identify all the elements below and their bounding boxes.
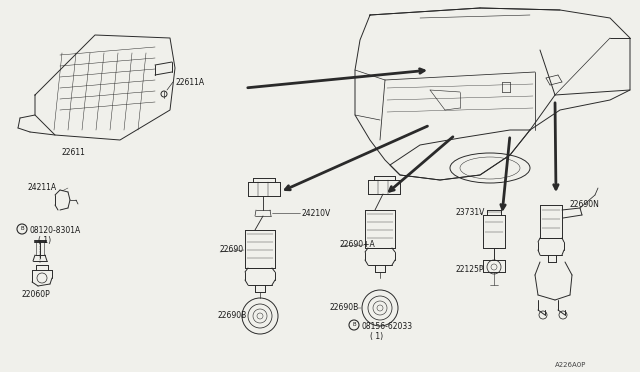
- Text: 24210V: 24210V: [301, 209, 330, 218]
- Text: 08156-62033: 08156-62033: [362, 322, 413, 331]
- Text: 23731V: 23731V: [455, 208, 484, 217]
- Text: 22611: 22611: [62, 148, 86, 157]
- Text: B: B: [352, 323, 356, 327]
- Text: ( 1): ( 1): [370, 332, 383, 341]
- Text: 22690B: 22690B: [330, 304, 359, 312]
- Text: 24211A: 24211A: [28, 183, 57, 192]
- Text: 22690N: 22690N: [570, 200, 600, 209]
- Text: 22690B: 22690B: [218, 311, 247, 321]
- Text: 22690+A: 22690+A: [340, 240, 376, 249]
- Text: 08120-8301A: 08120-8301A: [30, 226, 81, 235]
- Text: 22611A: 22611A: [175, 78, 204, 87]
- Text: 22125P: 22125P: [455, 265, 483, 274]
- Text: ( 1): ( 1): [38, 236, 51, 245]
- Text: A226A0P: A226A0P: [555, 362, 586, 368]
- Text: B: B: [20, 227, 24, 231]
- Text: 22060P: 22060P: [22, 290, 51, 299]
- Text: 22690: 22690: [220, 245, 244, 254]
